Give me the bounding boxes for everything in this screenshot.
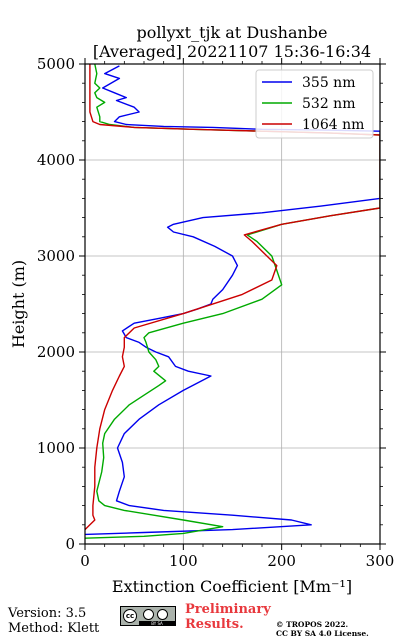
y-tick-label: 5000 <box>37 55 75 73</box>
legend-label: 355 nm <box>302 75 355 91</box>
y-tick-label: 4000 <box>37 151 75 169</box>
series-line-532-nm <box>85 64 380 539</box>
x-tick-label: 300 <box>366 552 395 570</box>
series-lines <box>85 64 380 539</box>
preliminary-label: Preliminary <box>185 602 271 617</box>
by-attribution-icon <box>143 609 154 620</box>
chart-subtitle: [Averaged] 20221107 15:36-16:34 <box>93 42 371 61</box>
series-line-1064-nm <box>85 64 380 531</box>
cc-icon: cc <box>123 609 137 623</box>
y-tick-label: 1000 <box>37 439 75 457</box>
legend: 355 nm 532 nm 1064 nm <box>255 69 374 139</box>
copyright-text: © TROPOS 2022. <box>276 620 349 629</box>
plot-frame <box>84 63 381 545</box>
share-alike-icon <box>157 609 168 620</box>
license-text: CC BY SA 4.0 License. <box>276 629 369 638</box>
y-tick-label: 3000 <box>37 247 75 265</box>
chart-title: pollyxt_tjk at Dushanbe <box>136 23 327 42</box>
cc-license-badge: cc BY SA <box>120 606 176 626</box>
legend-label: 1064 nm <box>302 117 364 133</box>
x-axis-label: Extinction Coefficient [Mm⁻¹] <box>112 577 352 596</box>
x-tick-label: 100 <box>169 552 198 570</box>
legend-label: 532 nm <box>302 96 355 112</box>
legend-box <box>255 69 374 139</box>
y-tick-label: 0 <box>65 535 75 553</box>
extinction-chart: pollyxt_tjk at Dushanbe [Averaged] 20221… <box>9 23 395 596</box>
license-strip: BY SA <box>139 621 175 626</box>
x-tick-label: 0 <box>80 552 90 570</box>
method-text: Method: Klett <box>8 621 100 636</box>
legend-items: 355 nm 532 nm 1064 nm <box>262 75 364 133</box>
y-axis-label: Height (m) <box>9 260 28 348</box>
x-tick-label: 200 <box>267 552 296 570</box>
y-tick-label: 2000 <box>37 343 75 361</box>
version-text: Version: 3.5 <box>8 606 87 621</box>
series-line-355-nm <box>85 65 380 536</box>
preliminary-results-label: Results. <box>185 617 244 632</box>
